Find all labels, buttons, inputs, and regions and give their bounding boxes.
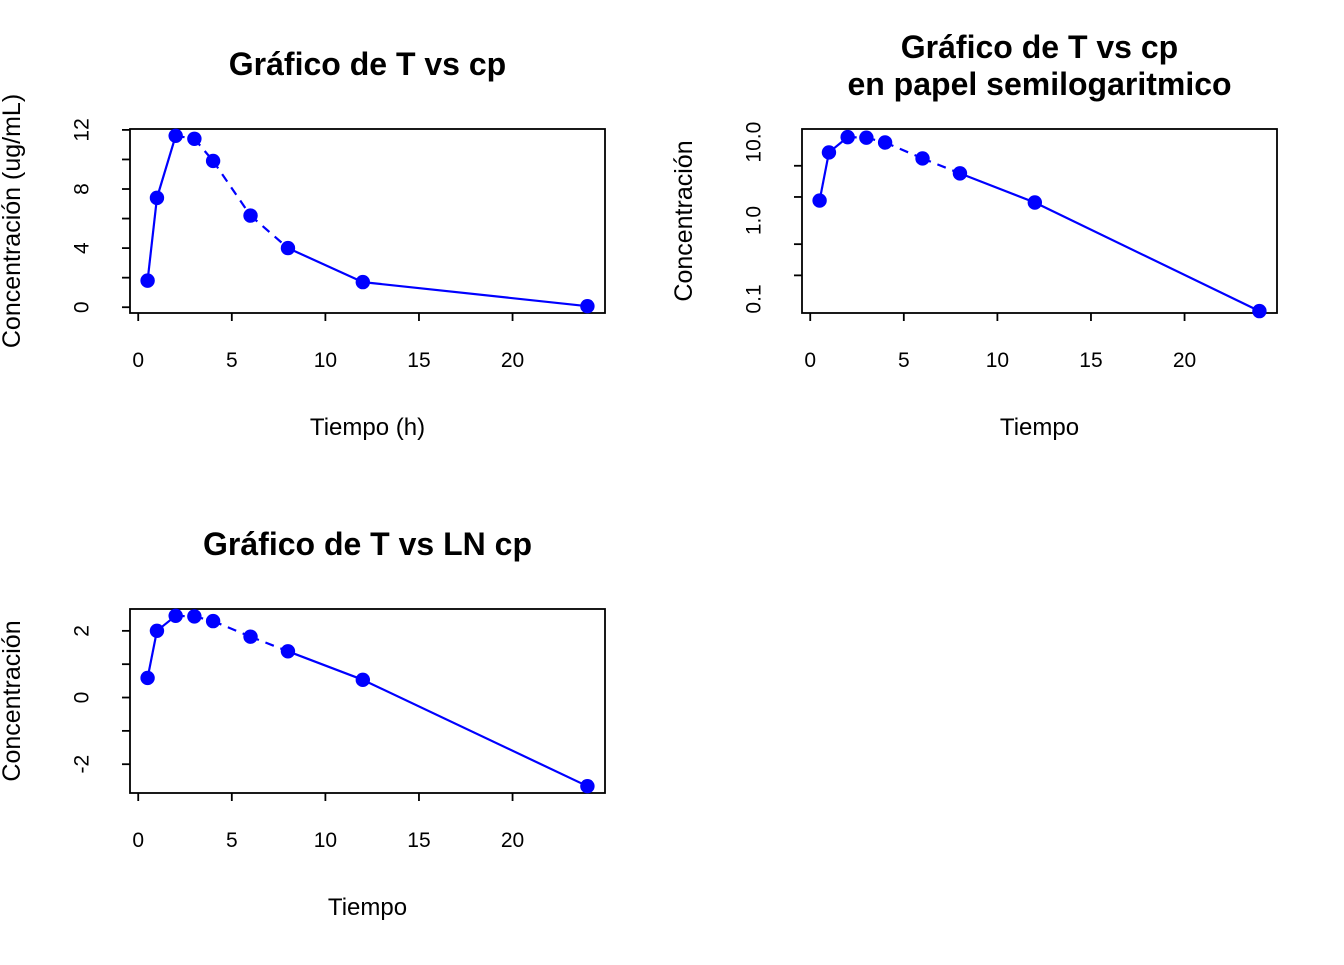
svg-text:2: 2 bbox=[71, 625, 94, 637]
svg-text:Tiempo: Tiempo bbox=[1000, 414, 1079, 441]
svg-text:0: 0 bbox=[71, 301, 94, 313]
svg-text:5: 5 bbox=[226, 829, 238, 852]
svg-text:5: 5 bbox=[226, 349, 238, 372]
svg-text:10: 10 bbox=[314, 829, 337, 852]
svg-text:Concentración: Concentración bbox=[0, 620, 26, 781]
svg-text:12: 12 bbox=[71, 118, 94, 141]
svg-text:10: 10 bbox=[314, 349, 337, 372]
svg-text:0: 0 bbox=[132, 829, 144, 852]
svg-text:15: 15 bbox=[1079, 349, 1102, 372]
svg-text:0.1: 0.1 bbox=[743, 284, 766, 313]
svg-text:8: 8 bbox=[71, 183, 94, 195]
svg-text:4: 4 bbox=[71, 242, 94, 254]
svg-text:10: 10 bbox=[986, 349, 1009, 372]
svg-text:5: 5 bbox=[898, 349, 910, 372]
svg-text:20: 20 bbox=[1173, 349, 1196, 372]
svg-text:0: 0 bbox=[71, 692, 94, 704]
svg-text:10.0: 10.0 bbox=[743, 122, 766, 163]
svg-text:Gráfico de T vs LN cp: Gráfico de T vs LN cp bbox=[203, 526, 532, 562]
svg-text:en papel semilogaritmico: en papel semilogaritmico bbox=[847, 66, 1231, 102]
svg-text:Tiempo (h): Tiempo (h) bbox=[310, 414, 425, 441]
svg-text:15: 15 bbox=[407, 829, 430, 852]
svg-text:Concentración: Concentración bbox=[672, 140, 698, 301]
svg-text:1.0: 1.0 bbox=[743, 206, 766, 235]
svg-text:20: 20 bbox=[501, 829, 524, 852]
svg-text:Tiempo: Tiempo bbox=[328, 894, 407, 921]
svg-text:20: 20 bbox=[501, 349, 524, 372]
svg-text:15: 15 bbox=[407, 349, 430, 372]
svg-text:Gráfico de T vs cp: Gráfico de T vs cp bbox=[901, 29, 1178, 65]
svg-text:Concentración (ug/mL): Concentración (ug/mL) bbox=[0, 94, 26, 348]
svg-text:0: 0 bbox=[804, 349, 816, 372]
svg-text:Gráfico de T vs cp: Gráfico de T vs cp bbox=[229, 46, 506, 82]
svg-text:-2: -2 bbox=[71, 755, 94, 774]
svg-text:0: 0 bbox=[132, 349, 144, 372]
